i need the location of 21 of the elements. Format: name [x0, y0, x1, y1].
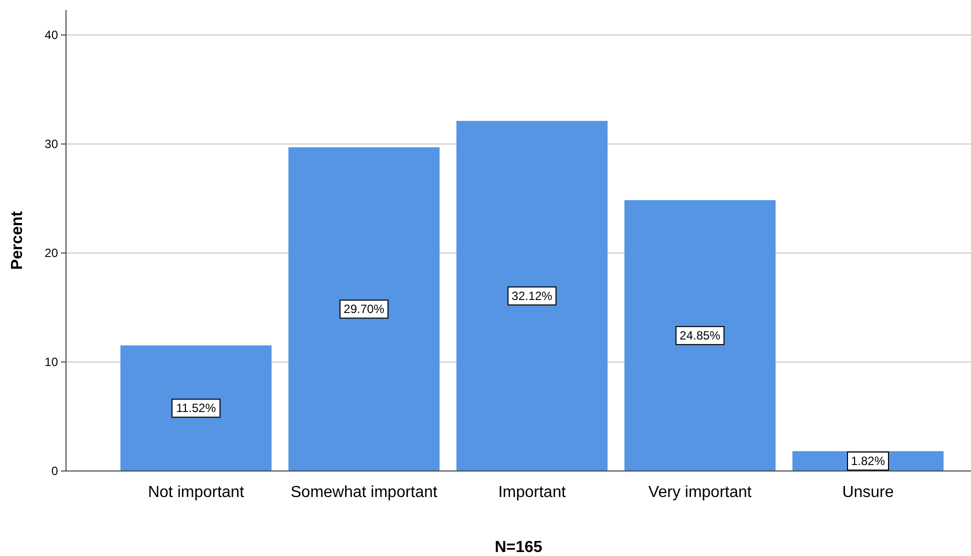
data-label: 24.85% [680, 328, 721, 343]
x-tick-label: Unsure [842, 484, 894, 501]
y-tick-label: 30 [44, 137, 58, 151]
y-tick-label: 40 [44, 28, 58, 42]
bar [120, 345, 272, 471]
bar [624, 200, 776, 471]
x-tick-label: Very important [648, 484, 752, 501]
y-tick-label: 10 [44, 355, 58, 369]
y-tick-label: 20 [44, 246, 58, 260]
y-tick-label: 0 [51, 464, 58, 478]
x-tick-label: Not important [148, 484, 245, 501]
bar [456, 120, 608, 471]
y-axis-title: Percent [9, 210, 26, 270]
bar [288, 147, 440, 471]
data-label: 29.70% [344, 302, 385, 316]
data-label: 11.52% [176, 401, 216, 416]
x-tick-label: Somewhat important [290, 484, 438, 501]
x-axis-title: N=165 [494, 539, 542, 556]
data-label: 1.82% [850, 454, 886, 468]
x-tick-label: Important [498, 484, 566, 501]
data-label: 32.12% [512, 288, 553, 303]
